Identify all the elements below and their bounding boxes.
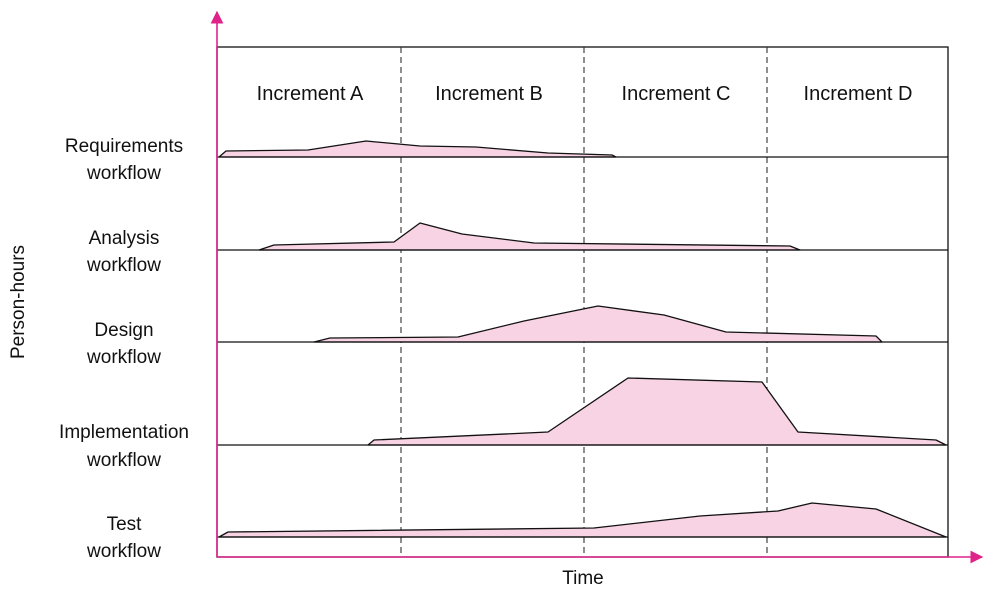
y-axis-label: Person-hours (8, 245, 29, 359)
increment-b-label: Increment B (435, 83, 543, 105)
design-label-line1: Design (94, 320, 153, 341)
implementation-label-line1: Implementation (59, 422, 189, 443)
test-label-line1: Test (107, 514, 143, 535)
analysis-effort-area (258, 222, 801, 251)
requirements-effort-area (218, 140, 617, 158)
analysis-label-line2: workflow (86, 255, 161, 276)
diagram-frame (216, 46, 949, 558)
analysis-label-line1: Analysis (89, 228, 160, 249)
increment-d-label: Increment D (804, 83, 913, 105)
increment-headers: Increment A Increment B Increment C Incr… (257, 83, 913, 105)
increment-dividers (400, 47, 768, 557)
effort-areas (218, 140, 947, 538)
workflow-labels: Requirements workflow Analysis workflow … (59, 136, 189, 562)
increment-c-label: Increment C (622, 83, 731, 105)
test-effort-area (218, 502, 947, 538)
increment-a-label: Increment A (257, 83, 364, 105)
requirements-label-line2: workflow (86, 163, 161, 184)
implementation-effort-area (367, 377, 947, 446)
design-effort-area (313, 305, 883, 343)
workflow-baselines (217, 156, 948, 538)
requirements-label-line1: Requirements (65, 136, 183, 157)
implementation-label-line2: workflow (86, 450, 161, 471)
x-axis-label: Time (562, 568, 604, 589)
test-label-line2: workflow (86, 541, 161, 562)
design-label-line2: workflow (86, 347, 161, 368)
